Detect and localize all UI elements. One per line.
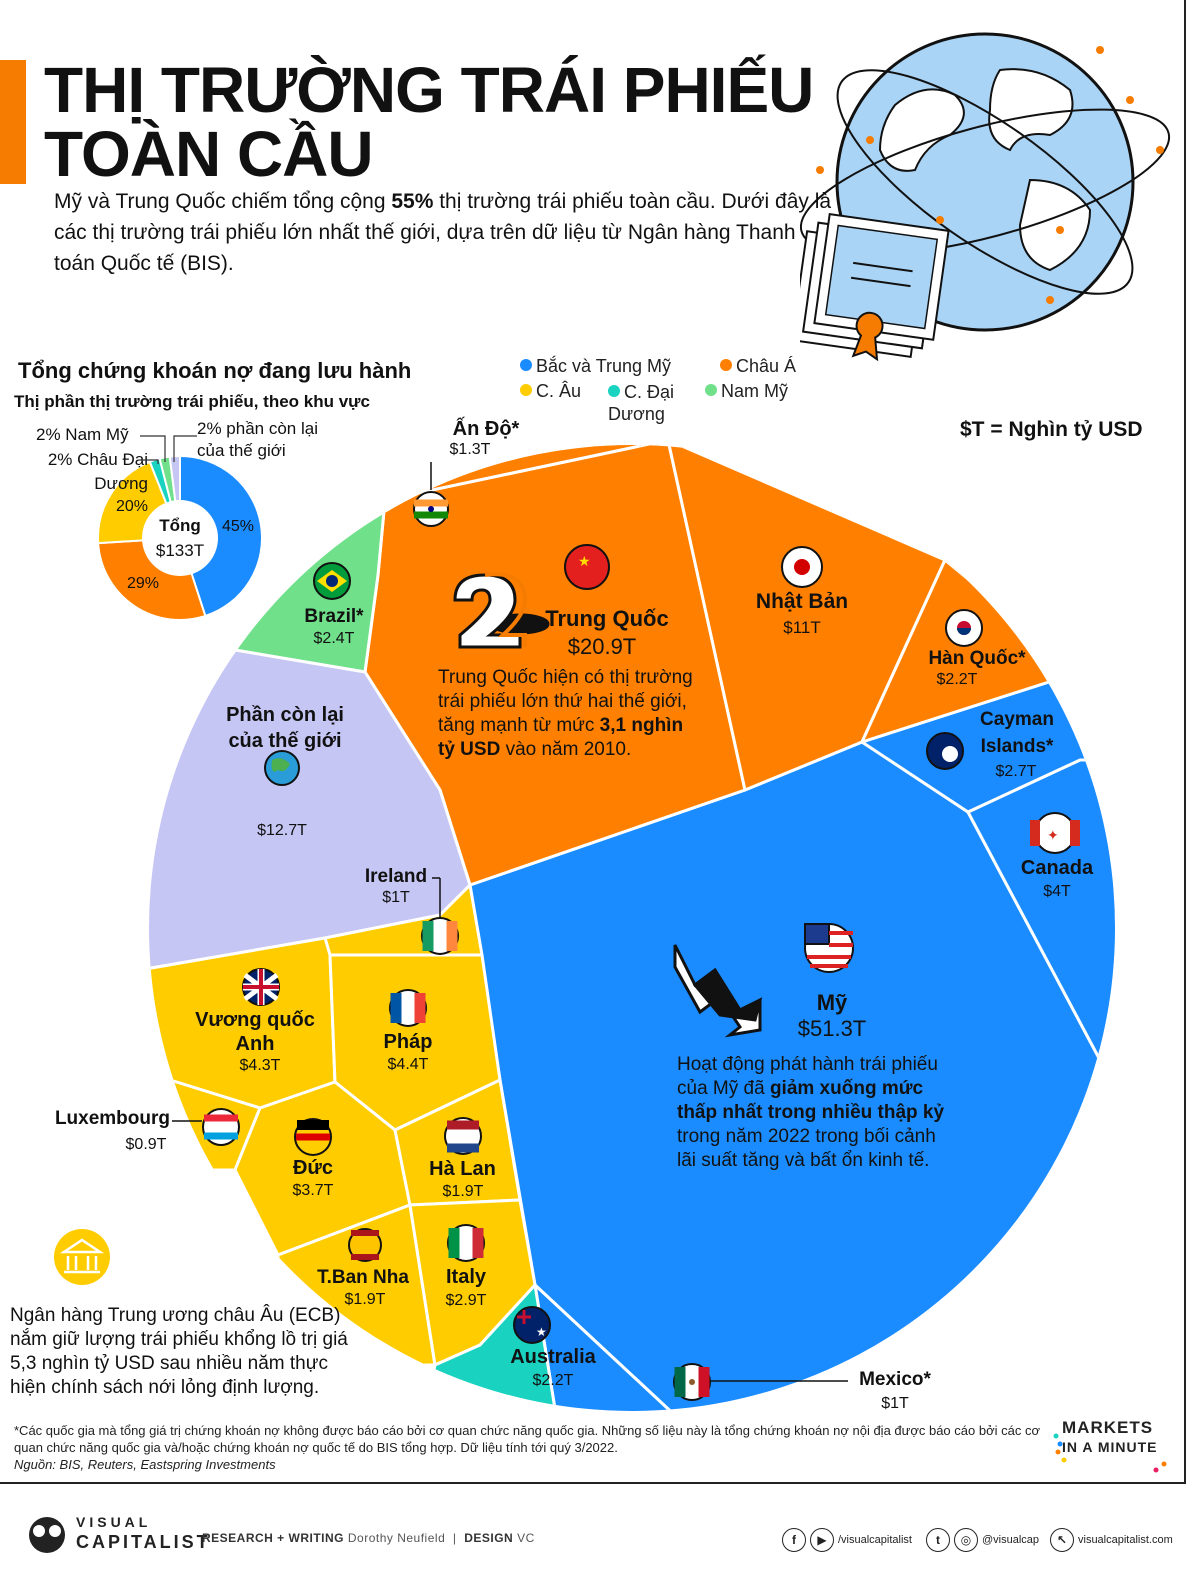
label-uk-name: Vương quốc Anh <box>195 1009 315 1055</box>
bond-market-treemap: ★ ✦ ★ <box>54 445 1115 1411</box>
subtitle-bold: 55% <box>391 190 434 213</box>
label-netherlands-name: Hà Lan <box>429 1158 496 1180</box>
label-germany-value: $3.7T <box>292 1182 334 1199</box>
label-netherlands-value: $1.9T <box>442 1183 484 1200</box>
legend-item-asia: Châu Á <box>720 356 796 377</box>
pie-label-south-america: 2% Nam Mỹ <box>36 425 129 444</box>
label-italy-value: $2.9T <box>445 1292 487 1309</box>
legend-item-europe: C. Âu <box>520 381 581 402</box>
label-italy-name: Italy <box>445 1266 487 1288</box>
legend-item-south-america: Nam Mỹ <box>705 381 788 402</box>
twitter-link[interactable]: t ◎ @visualcap <box>926 1528 1039 1552</box>
label-luxembourg-name: Luxembourg <box>54 1108 170 1129</box>
label-australia-value: $2.2T <box>532 1372 574 1389</box>
label-canada-value: $4T <box>1043 883 1071 900</box>
pie-label-asia: 29% <box>127 575 160 592</box>
label-germany-name: Đức <box>292 1157 334 1179</box>
label-mexico-name: Mexico* <box>859 1369 931 1390</box>
title-line-1: THỊ TRƯỜNG TRÁI PHIẾU <box>44 54 814 126</box>
rank-two-icon <box>453 572 550 649</box>
label-india-value: $1.3T <box>449 441 491 458</box>
label-korea-value: $2.2T <box>936 671 978 688</box>
label-china-value: $20.9T <box>567 634 637 659</box>
facebook-icon: f <box>782 1528 806 1552</box>
label-cayman-name: Cayman Islands* <box>980 709 1054 757</box>
flags: ★ ✦ ★ <box>202 491 1080 1401</box>
source-line: Nguồn: BIS, Reuters, Eastspring Investme… <box>14 1457 276 1472</box>
cursor-icon: ↖ <box>1050 1528 1074 1552</box>
pie-center-label: Tổng <box>159 516 201 535</box>
label-france-value: $4.4T <box>387 1056 429 1073</box>
decline-chart-icon <box>673 944 763 1038</box>
globe-illustration <box>800 32 1171 362</box>
subtitle-text: Mỹ và Trung Quốc chiếm tổng cộng <box>54 190 392 213</box>
label-ireland-value: $1T <box>382 889 410 906</box>
label-mexico-value: $1T <box>881 1395 909 1412</box>
legend-item-americas: Bắc và Trung Mỹ <box>520 356 671 377</box>
label-rest-name: Phần còn lại của thế giới <box>226 704 344 752</box>
pie-label-europe: 20% <box>116 498 149 515</box>
pie-center-value: $133T <box>155 541 205 560</box>
svg-text:★: ★ <box>536 1325 547 1339</box>
label-korea-name: Hàn Quốc* <box>928 648 1026 669</box>
visual-capitalist-logo-icon <box>29 1517 65 1553</box>
website-link[interactable]: ↖ visualcapitalist.com <box>1050 1528 1173 1552</box>
infographic-frame <box>0 0 1186 1484</box>
label-cayman-value: $2.7T <box>995 763 1037 780</box>
youtube-icon: ▶ <box>810 1528 834 1552</box>
leader-lines <box>172 462 848 1382</box>
pie-subtitle: Thị phần thị trường trái phiếu, theo khu… <box>14 392 370 411</box>
page-title: THỊ TRƯỜNG TRÁI PHIẾU TOÀN CẦU <box>44 54 814 190</box>
pie-label-americas: 45% <box>222 518 255 535</box>
visual-capitalist-wordmark: VISUAL CAPITALIST <box>76 1514 211 1552</box>
label-uk-value: $4.3T <box>239 1057 281 1074</box>
pie-label-rest: 2% phần còn lại của thế giới <box>197 419 318 460</box>
label-japan-value: $11T <box>783 618 821 637</box>
subtitle: Mỹ và Trung Quốc chiếm tổng cộng 55% thị… <box>54 186 834 279</box>
title-line-2: TOÀN CẦU <box>44 118 374 190</box>
ecb-note: Ngân hàng Trung ương châu Âu (ECB) nắm g… <box>10 1305 348 1398</box>
label-us-value: $51.3T <box>797 1016 867 1041</box>
label-china-name: Trung Quốc <box>545 606 669 631</box>
svg-text:★: ★ <box>578 553 591 569</box>
label-ireland-name: Ireland <box>364 866 428 887</box>
ecb-building-icon <box>54 1229 110 1285</box>
pie-leader-lines <box>140 435 197 464</box>
legend-item-oceania: C. Đại Dương <box>608 382 675 424</box>
pie-title: Tổng chứng khoán nợ đang lưu hành <box>18 358 412 383</box>
footnote: *Các quốc gia mà tổng giá trị chứng khoá… <box>14 1422 1044 1473</box>
label-australia-name: Australia <box>510 1346 596 1368</box>
markets-in-a-minute-logo: MARKETS IN A MINUTE <box>1062 1418 1158 1455</box>
facebook-link[interactable]: f ▶/visualcapitalist <box>782 1528 912 1552</box>
markets-dots-ring <box>1053 1433 1167 1473</box>
label-brazil-name: Brazil* <box>304 606 364 627</box>
twitter-icon: t <box>926 1528 950 1552</box>
credits: RESEARCH + WRITING Dorothy Neufield | DE… <box>202 1531 535 1545</box>
label-canada-name: Canada <box>1020 857 1094 879</box>
instagram-icon: ◎ <box>954 1528 978 1552</box>
pie-slice-0 <box>179 454 263 618</box>
region-share-pie <box>97 454 263 621</box>
subtitle-text-2: thị trường trái phiếu toàn cầu. Dưới đây… <box>54 190 832 275</box>
title-accent-bar <box>0 60 26 184</box>
label-spain-value: $1.9T <box>344 1291 386 1308</box>
unit-note: $T = Nghìn tỷ USD <box>960 418 1143 441</box>
svg-text:✦: ✦ <box>1047 827 1059 843</box>
us-note: Hoạt động phát hành trái phiếu của Mỹ đã… <box>677 1054 945 1171</box>
label-luxembourg-value: $0.9T <box>125 1136 167 1153</box>
cell-mexico <box>533 1283 742 1411</box>
label-spain-name: T.Ban Nha <box>317 1267 409 1288</box>
label-us-name: Mỹ <box>816 990 848 1015</box>
label-japan-name: Nhật Bản <box>755 590 849 613</box>
china-note: Trung Quốc hiện có thị trường trái phiếu… <box>438 667 693 760</box>
pie-label-oceania: 2% Châu Đại Dương <box>47 450 148 493</box>
label-brazil-value: $2.4T <box>313 630 355 647</box>
label-france-name: Pháp <box>383 1031 433 1053</box>
label-rest-value: $12.7T <box>257 822 307 839</box>
label-india-name: Ấn Độ* <box>452 418 520 440</box>
